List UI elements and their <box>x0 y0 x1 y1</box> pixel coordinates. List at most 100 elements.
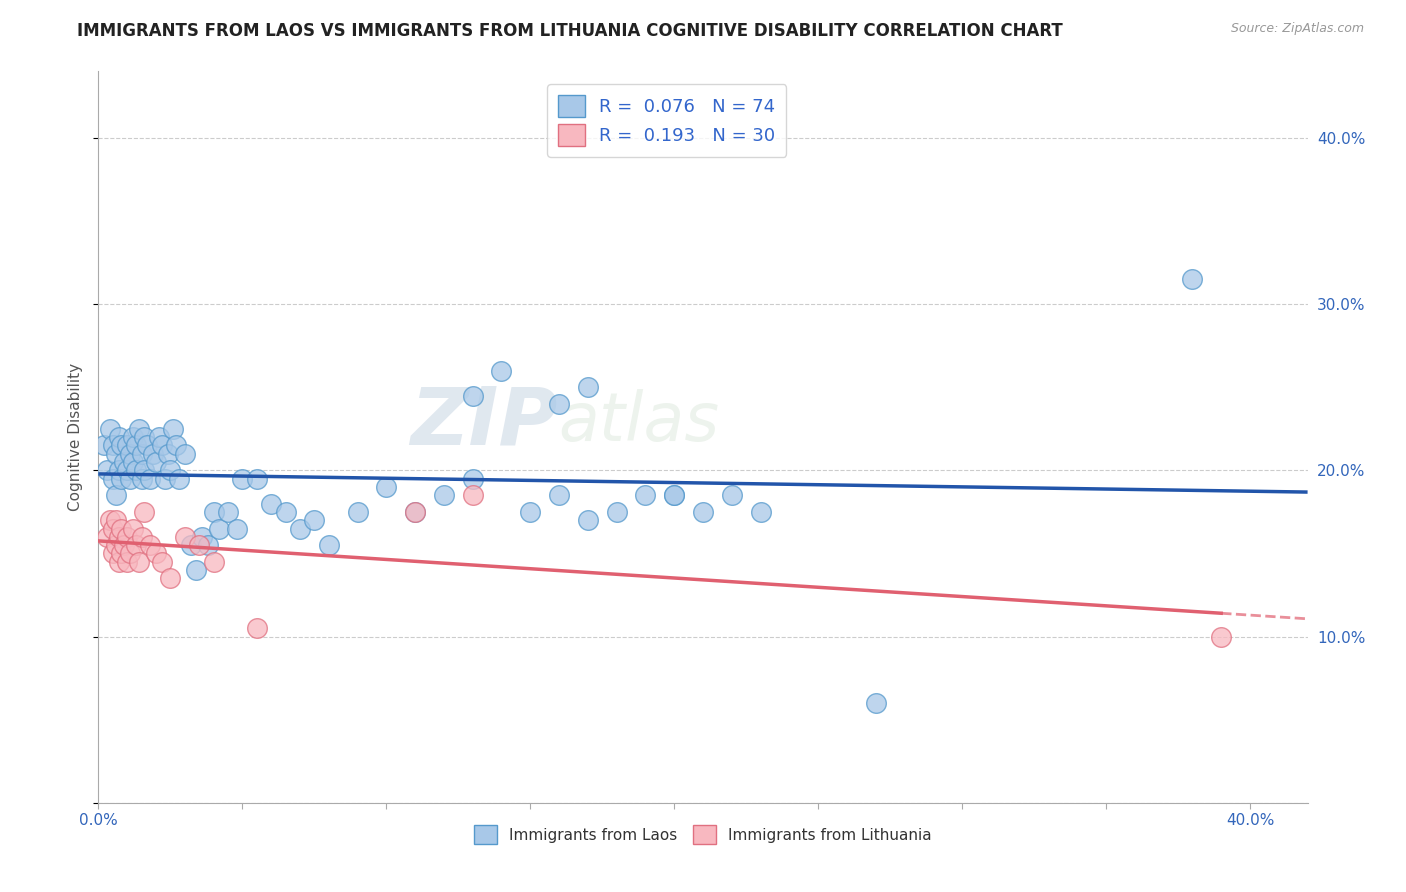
Point <box>159 571 181 585</box>
Point <box>664 488 686 502</box>
Point <box>125 463 148 477</box>
Point <box>749 505 772 519</box>
Point <box>115 463 138 477</box>
Point <box>131 530 153 544</box>
Point <box>1181 272 1204 286</box>
Point <box>148 430 170 444</box>
Point <box>173 530 195 544</box>
Point <box>375 480 398 494</box>
Point <box>134 430 156 444</box>
Point <box>1211 630 1233 644</box>
Point <box>202 555 225 569</box>
Point <box>134 463 156 477</box>
Point <box>433 488 456 502</box>
Point <box>162 422 184 436</box>
Point <box>104 447 127 461</box>
Point <box>128 555 150 569</box>
Point <box>101 472 124 486</box>
Point <box>225 521 247 535</box>
Point <box>519 505 541 519</box>
Point <box>304 513 326 527</box>
Point <box>120 546 142 560</box>
Point <box>104 488 127 502</box>
Point <box>231 472 253 486</box>
Point <box>107 463 129 477</box>
Point <box>131 472 153 486</box>
Point <box>120 472 142 486</box>
Point <box>110 546 132 560</box>
Point <box>104 538 127 552</box>
Point <box>548 397 571 411</box>
Point <box>110 521 132 535</box>
Point <box>191 530 214 544</box>
Point <box>145 455 167 469</box>
Point <box>576 380 599 394</box>
Point <box>274 505 297 519</box>
Point <box>115 438 138 452</box>
Point <box>461 472 484 486</box>
Point <box>125 438 148 452</box>
Point <box>112 538 135 552</box>
Point <box>491 363 513 377</box>
Text: atlas: atlas <box>558 390 718 456</box>
Point <box>122 430 145 444</box>
Point <box>107 430 129 444</box>
Point <box>110 438 132 452</box>
Point <box>692 505 714 519</box>
Point <box>720 488 742 502</box>
Point <box>217 505 239 519</box>
Point <box>208 521 231 535</box>
Point <box>664 488 686 502</box>
Point <box>139 472 162 486</box>
Point <box>865 696 887 710</box>
Point <box>112 455 135 469</box>
Point <box>188 538 211 552</box>
Point <box>139 538 162 552</box>
Point <box>104 513 127 527</box>
Point <box>98 513 121 527</box>
Point <box>288 521 311 535</box>
Point <box>115 555 138 569</box>
Point <box>93 438 115 452</box>
Y-axis label: Cognitive Disability: Cognitive Disability <box>67 363 83 511</box>
Point <box>197 538 219 552</box>
Point <box>548 488 571 502</box>
Legend: Immigrants from Laos, Immigrants from Lithuania: Immigrants from Laos, Immigrants from Li… <box>468 819 938 850</box>
Point <box>122 521 145 535</box>
Point <box>153 472 176 486</box>
Text: Source: ZipAtlas.com: Source: ZipAtlas.com <box>1230 22 1364 36</box>
Point <box>101 438 124 452</box>
Point <box>120 447 142 461</box>
Point <box>606 505 628 519</box>
Point <box>136 438 159 452</box>
Point <box>180 538 202 552</box>
Point <box>96 463 118 477</box>
Point <box>115 530 138 544</box>
Point <box>128 422 150 436</box>
Point <box>122 455 145 469</box>
Point <box>107 555 129 569</box>
Point <box>150 555 173 569</box>
Point <box>96 530 118 544</box>
Point <box>202 505 225 519</box>
Point <box>246 472 269 486</box>
Point <box>318 538 340 552</box>
Point <box>634 488 657 502</box>
Point <box>110 472 132 486</box>
Point <box>101 546 124 560</box>
Point <box>159 463 181 477</box>
Text: ZIP: ZIP <box>411 384 558 461</box>
Point <box>125 538 148 552</box>
Point <box>131 447 153 461</box>
Point <box>173 447 195 461</box>
Point <box>246 621 269 635</box>
Point <box>156 447 179 461</box>
Point <box>404 505 426 519</box>
Point <box>98 422 121 436</box>
Point <box>107 530 129 544</box>
Point <box>346 505 368 519</box>
Point <box>167 472 190 486</box>
Point <box>260 497 283 511</box>
Point <box>186 563 208 577</box>
Point <box>134 505 156 519</box>
